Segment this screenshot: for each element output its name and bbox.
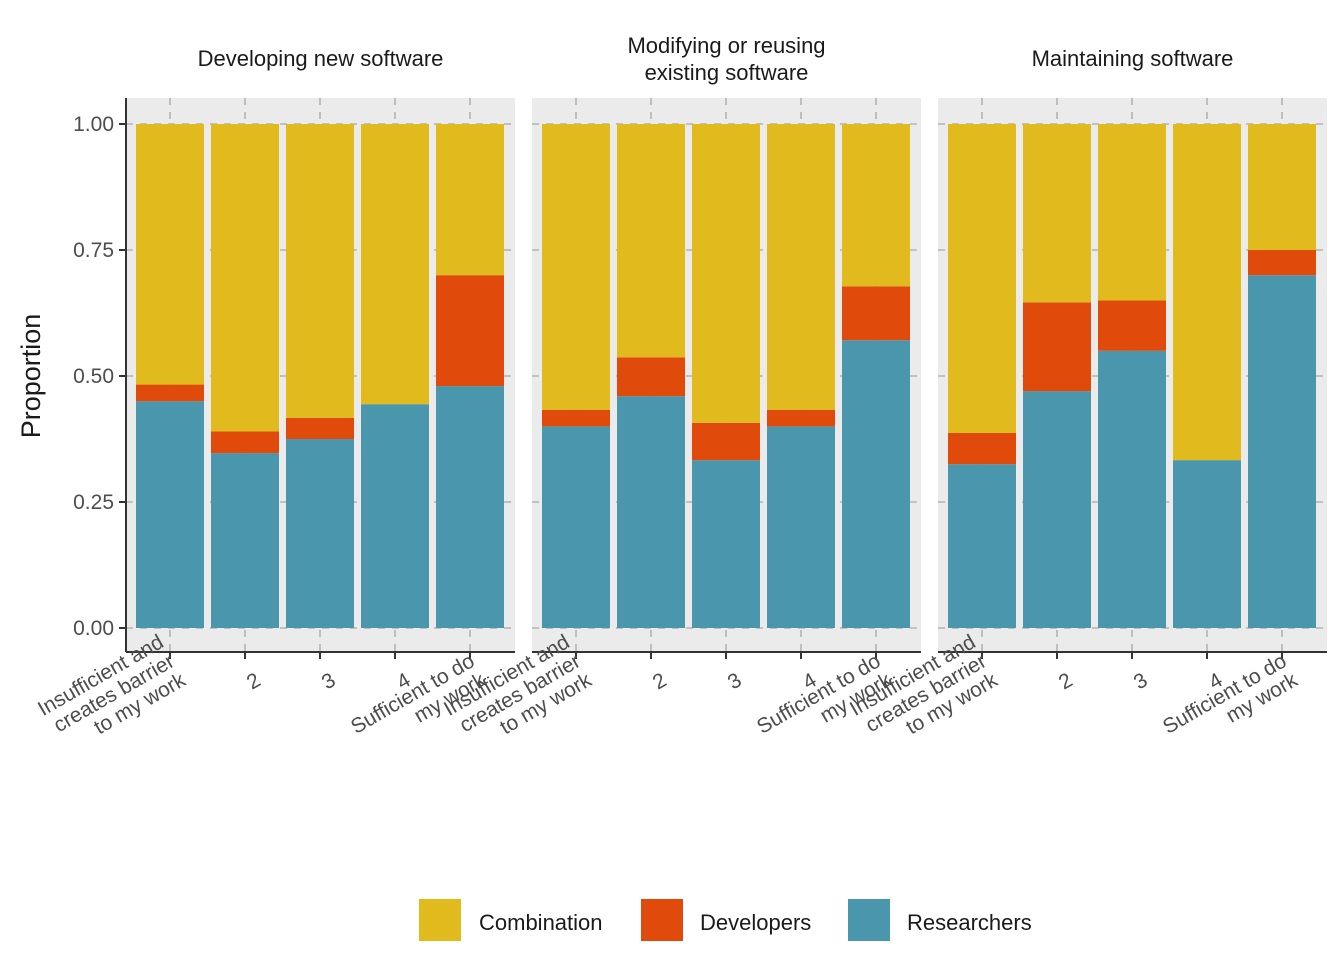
y-tick-label: 0.75 <box>73 239 114 262</box>
legend-label: Researchers <box>907 910 1032 935</box>
facet-title: existing software <box>645 60 809 85</box>
legend-swatch <box>641 899 683 941</box>
bar-segment-developers <box>948 432 1016 465</box>
x-tick-label: 3 <box>724 669 746 695</box>
bar-segment-combination <box>361 124 429 405</box>
legend-swatch <box>848 899 890 941</box>
bar-segment-combination <box>1098 124 1166 301</box>
x-tick-label-line: 3 <box>724 669 746 695</box>
bar-segment-developers <box>211 431 279 454</box>
x-tick-label: 3 <box>1130 669 1152 695</box>
legend-swatch <box>419 899 461 941</box>
x-tick-label: 3 <box>318 669 340 695</box>
bar-segment-researchers <box>1173 460 1241 628</box>
facet-title: Maintaining software <box>1032 46 1234 71</box>
bar-segment-combination <box>1023 124 1091 303</box>
bar-segment-researchers <box>948 464 1016 628</box>
bar-segment-developers <box>436 275 504 387</box>
x-tick-label-line: 3 <box>1130 669 1152 695</box>
bar-segment-researchers <box>767 426 835 628</box>
bar-segment-researchers <box>436 386 504 628</box>
x-tick-label: 2 <box>1055 669 1077 695</box>
x-tick-label-line: 2 <box>243 669 265 695</box>
bar-segment-combination <box>692 124 760 423</box>
bar-segment-combination <box>767 124 835 410</box>
bar-segment-researchers <box>1248 275 1316 628</box>
bar-segment-developers <box>692 422 760 461</box>
x-tick-label-line: 3 <box>318 669 340 695</box>
legend: Combination Developers Researchers <box>419 899 1032 941</box>
bar-segment-researchers <box>692 460 760 628</box>
x-tick-label: Sufficient to domy work <box>1159 649 1302 757</box>
bar-segment-developers <box>286 417 354 439</box>
y-tick-label: 0.25 <box>73 491 114 514</box>
bar-segment-researchers <box>286 439 354 628</box>
x-tick-label-line: 2 <box>1055 669 1077 695</box>
bar-segment-developers <box>1248 250 1316 276</box>
bar-segment-researchers <box>136 401 204 628</box>
bar-segment-combination <box>948 124 1016 433</box>
bar-segment-developers <box>767 409 835 427</box>
legend-label: Developers <box>700 910 811 935</box>
bar-segment-combination <box>842 124 910 287</box>
x-tick-label-line: 2 <box>649 669 671 695</box>
bar-segment-researchers <box>617 396 685 628</box>
bar-segment-combination <box>1173 124 1241 461</box>
bar-segment-combination <box>542 124 610 410</box>
bar-segment-researchers <box>1098 350 1166 628</box>
bar-segment-combination <box>211 124 279 432</box>
legend-label: Combination <box>479 910 603 935</box>
bar-segment-combination <box>436 124 504 276</box>
y-tick-label: 1.00 <box>73 113 114 136</box>
y-axis-title: Proportion <box>16 314 46 439</box>
bar-segment-combination <box>136 124 204 385</box>
facet-panel: Insufficient andcreates barrierto my wor… <box>34 46 515 759</box>
facet-title: Modifying or reusing <box>627 33 825 58</box>
bar-segment-developers <box>617 357 685 397</box>
bar-segment-combination <box>617 124 685 358</box>
y-tick-label: 0.50 <box>73 365 114 388</box>
bar-segment-combination <box>286 124 354 418</box>
bar-segment-combination <box>1248 124 1316 250</box>
x-tick-label: 2 <box>243 669 265 695</box>
bar-segment-developers <box>842 286 910 341</box>
bar-segment-developers <box>136 384 204 402</box>
bar-segment-researchers <box>542 426 610 628</box>
bar-segment-researchers <box>842 340 910 628</box>
facet-title: Developing new software <box>198 46 444 71</box>
bar-segment-researchers <box>361 404 429 628</box>
bar-segment-developers <box>1023 302 1091 392</box>
bar-segment-researchers <box>211 453 279 628</box>
x-tick-label: 2 <box>649 669 671 695</box>
bar-segment-researchers <box>1023 391 1091 628</box>
x-tick-label: Insufficient andcreates barrierto my wor… <box>34 630 190 759</box>
bar-segment-developers <box>542 409 610 427</box>
y-tick-label: 0.00 <box>73 617 114 640</box>
bar-segment-developers <box>1098 300 1166 351</box>
